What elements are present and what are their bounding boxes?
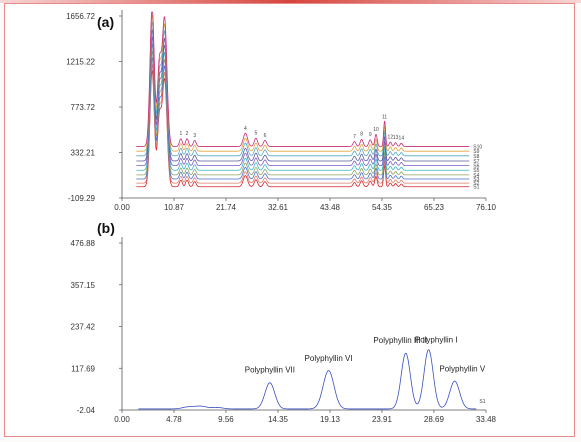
- peak-number-label: 1: [179, 131, 182, 137]
- panel-a-label: (a): [97, 14, 114, 30]
- panel-a-x-tick-label: 10.87: [164, 203, 185, 212]
- panel-a-y-tick-label: 332.21: [71, 149, 96, 158]
- panel-b-x-tick-label: 33.48: [476, 415, 497, 424]
- trace-s3: [136, 56, 470, 180]
- peak-annotation: Polyphyllin VII: [245, 366, 295, 375]
- series-label-s1: S1: [473, 185, 479, 191]
- series-label-s7: S7: [473, 159, 479, 165]
- trace-s5: [136, 42, 470, 171]
- panel-a-y-tick-label: 1656.72: [66, 12, 95, 21]
- panel-a-y-tick-label: 773.72: [71, 103, 96, 112]
- series-label-s1: S1: [479, 399, 485, 405]
- trace-s9: [136, 14, 470, 152]
- series-label-s4: S4: [473, 173, 479, 179]
- panel-a-axes: 0.00 10.87 21.74 32.61 43.48 54.35 65.23 76.10 -…: [66, 10, 497, 212]
- trace-s10: [136, 11, 470, 147]
- series-label-s10: S10: [473, 145, 482, 151]
- panel-b-x-tick-label: 19.13: [320, 415, 341, 424]
- peak-number-label: 4: [244, 126, 247, 132]
- panel-b-traces: S1: [138, 349, 486, 410]
- trace-s7: [136, 29, 470, 162]
- peak-number-label: 5: [255, 131, 258, 137]
- panel-b-y-tick-label: 476.88: [71, 239, 96, 248]
- peak-number-label: 7: [353, 134, 356, 140]
- trace-s4: [136, 49, 470, 176]
- trace-s6: [136, 36, 470, 167]
- panel-b-x-tick-label: 28.69: [424, 415, 445, 424]
- panel-b-x-tick-label: 9.56: [218, 415, 234, 424]
- series-label-s6: S6: [473, 164, 479, 170]
- panel-a-x-tick-label: 54.35: [372, 203, 393, 212]
- panel-b-y-tick-label: 117.69: [71, 364, 95, 373]
- top-accent-bar: [0, 0, 581, 3]
- panel-b-x-tick-label: 14.35: [268, 415, 289, 424]
- panel-b-annotations: Polyphyllin VII Polyphyllin VI Polyphyllin…: [245, 335, 486, 374]
- chart-panel-b: (b) 0.00 4.78 9.56 14.35 19.13 23.91 28.69 33.4…: [71, 220, 497, 424]
- panel-b-axes: 0.00 4.78 9.56 14.35 19.13 23.91 28.69 33.48 -2.…: [71, 237, 497, 424]
- peak-annotation: Polyphyllin V: [439, 365, 485, 374]
- panel-b-x-tick-label: 23.91: [372, 415, 393, 424]
- panel-a-x-tick-label: 76.10: [476, 203, 497, 212]
- peak-number-label: 13: [393, 135, 399, 141]
- trace-s2: [136, 63, 470, 184]
- peak-annotation: Polyphyllin I: [415, 335, 458, 344]
- peak-number-label: 9: [369, 132, 372, 138]
- series-label-s5: S5: [473, 168, 479, 174]
- trace-s1: [138, 349, 477, 410]
- chart-panel-a: (a) 0.00 10.87 21.74 32.61 43.48 54.35 65.23 76…: [66, 10, 497, 212]
- panel-a-x-tick-label: 32.61: [268, 203, 289, 212]
- panel-b-label: (b): [97, 220, 115, 236]
- series-label-s9: S9: [473, 149, 479, 155]
- series-label-s2: S2: [473, 181, 479, 187]
- peak-number-label: 10: [373, 127, 379, 133]
- panel-b-x-tick-label: 0.00: [114, 415, 130, 424]
- series-label-s8: S8: [473, 154, 479, 160]
- trace-s1: [136, 69, 470, 188]
- peak-number-label: 3: [193, 133, 196, 139]
- trace-s8: [136, 21, 470, 157]
- peak-number-label: 11: [382, 115, 387, 121]
- peak-annotation: Polyphyllin III II: [373, 336, 427, 345]
- peak-number-label: 6: [264, 133, 267, 139]
- panel-a-x-tick-label: 65.23: [424, 203, 445, 212]
- panel-a-x-tick-label: 21.74: [216, 203, 237, 212]
- panel-b-x-tick-label: 4.78: [166, 415, 182, 424]
- panel-b-y-tick-label: 237.42: [71, 323, 96, 332]
- panel-a-x-tick-label: 0.00: [114, 203, 130, 212]
- panel-b-y-tick-label: -2.04: [77, 406, 96, 415]
- panel-a-x-tick-label: 43.48: [320, 203, 341, 212]
- series-label-s3: S3: [473, 177, 479, 183]
- peak-number-label: 8: [360, 132, 363, 138]
- peak-number-label: 12: [388, 134, 394, 140]
- peak-annotation: Polyphyllin VI: [305, 354, 353, 363]
- peak-number-label: 2: [186, 131, 189, 137]
- panel-a-y-tick-label: -109.29: [68, 194, 96, 203]
- peak-number-label: 14: [399, 135, 405, 141]
- panel-b-y-tick-label: 357.15: [71, 281, 96, 290]
- figure-frame: [4, 3, 575, 437]
- panel-a-y-tick-label: 1215.22: [66, 57, 95, 66]
